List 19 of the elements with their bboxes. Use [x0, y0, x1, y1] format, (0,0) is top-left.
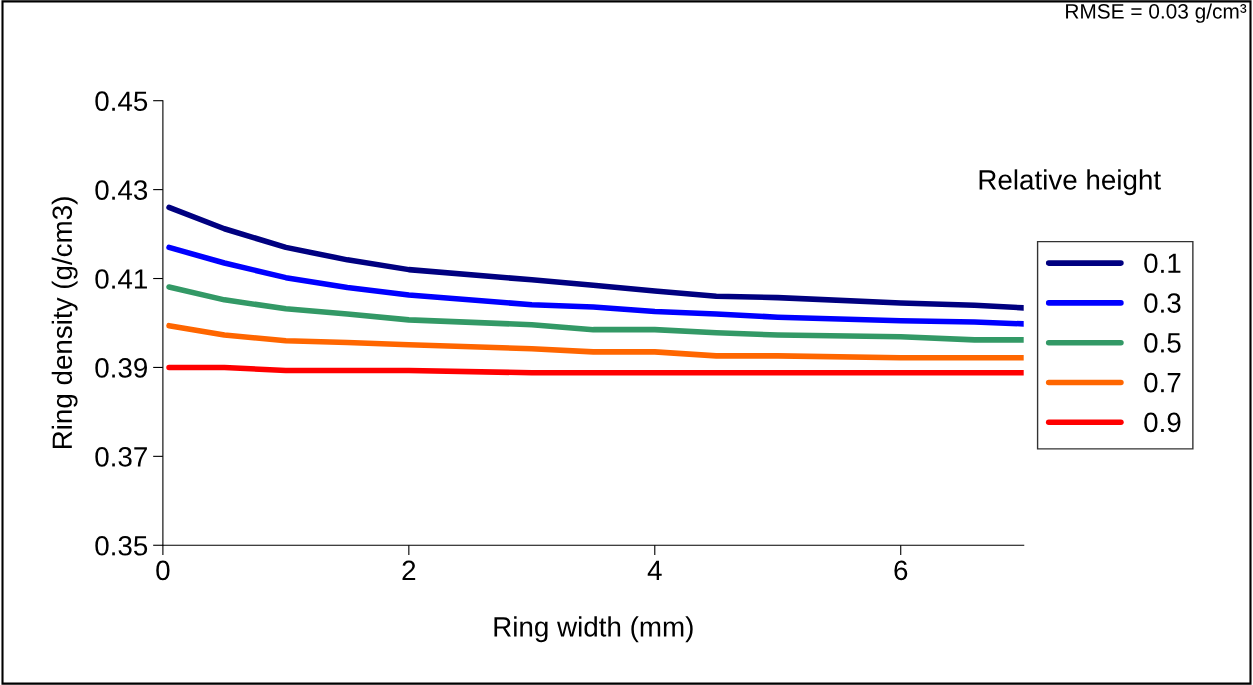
legend-title: Relative height [979, 169, 1161, 196]
y-tick-label: 0.39 [95, 358, 147, 378]
y-tick-label: 0.37 [95, 447, 147, 467]
x-tick-label: 0 [156, 560, 170, 581]
y-tick-label: 0.45 [95, 91, 148, 112]
y-tick-label: 0.41 [95, 269, 147, 289]
y-tick-label: 0.35 [95, 535, 148, 556]
y-axis-title: Ring density (g/cm3) [51, 197, 78, 449]
x-tick-label: 6 [894, 560, 908, 581]
legend-label: 0.1 [1144, 253, 1181, 274]
legend-label: 0.9 [1144, 412, 1181, 433]
legend-label: 0.3 [1144, 293, 1181, 313]
y-tick-label: 0.43 [95, 180, 148, 200]
legend-label: 0.7 [1144, 372, 1181, 393]
x-tick-label: 4 [647, 560, 662, 580]
text: RMSE = 0.03 g/cm³ [1066, 3, 1247, 23]
x-axis-title: Ring width (mm) [494, 616, 693, 643]
legend-label: 0.5 [1144, 332, 1181, 353]
x-tick-label: 2 [402, 560, 416, 580]
